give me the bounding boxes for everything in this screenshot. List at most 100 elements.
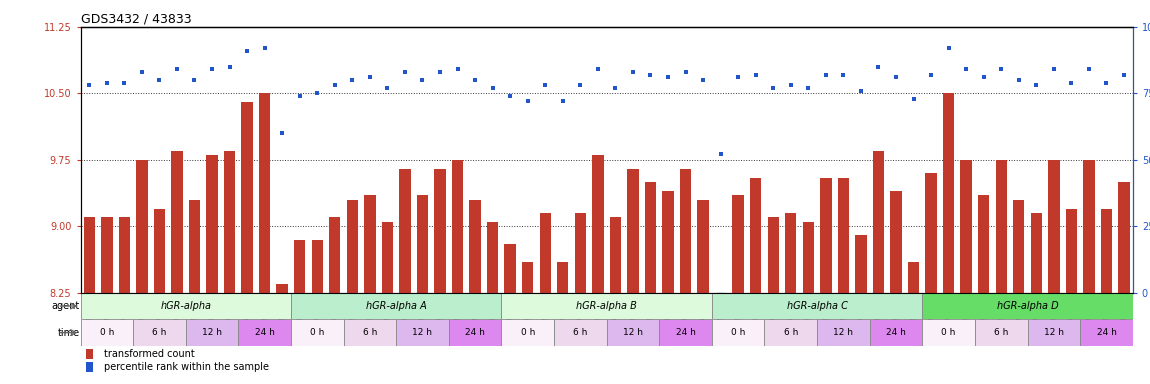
Point bbox=[98, 79, 116, 86]
Point bbox=[1044, 66, 1063, 73]
Text: transformed count: transformed count bbox=[104, 349, 194, 359]
Bar bbox=[820, 177, 831, 293]
Bar bbox=[242, 102, 253, 293]
Bar bbox=[1101, 209, 1112, 293]
Point bbox=[413, 77, 431, 83]
Text: GDS3432 / 43833: GDS3432 / 43833 bbox=[81, 13, 191, 26]
Point bbox=[81, 82, 99, 88]
Text: 6 h: 6 h bbox=[362, 328, 377, 337]
Bar bbox=[890, 191, 902, 293]
Bar bbox=[259, 93, 270, 293]
Bar bbox=[501, 293, 712, 319]
Text: 0 h: 0 h bbox=[521, 328, 535, 337]
Point bbox=[676, 69, 695, 75]
Text: agent: agent bbox=[52, 301, 79, 311]
Point bbox=[185, 77, 204, 83]
Point bbox=[343, 77, 361, 83]
Text: 24 h: 24 h bbox=[1096, 328, 1117, 337]
Bar bbox=[975, 319, 1028, 346]
Bar bbox=[554, 319, 607, 346]
Bar bbox=[238, 319, 291, 346]
Point bbox=[957, 66, 975, 73]
Bar bbox=[816, 319, 869, 346]
Bar bbox=[1080, 319, 1133, 346]
Bar bbox=[81, 319, 133, 346]
Point bbox=[1097, 79, 1116, 86]
Bar bbox=[154, 209, 166, 293]
Point bbox=[308, 90, 327, 96]
Bar bbox=[1083, 160, 1095, 293]
Point bbox=[132, 69, 151, 75]
Point bbox=[974, 74, 992, 81]
Bar bbox=[869, 319, 922, 346]
Point bbox=[221, 64, 239, 70]
Point bbox=[238, 48, 256, 54]
Point bbox=[431, 69, 450, 75]
Point bbox=[606, 85, 624, 91]
Bar bbox=[486, 222, 498, 293]
Point bbox=[501, 93, 520, 99]
Bar bbox=[133, 319, 186, 346]
Bar bbox=[680, 169, 691, 293]
Bar bbox=[750, 177, 761, 293]
Bar bbox=[469, 200, 481, 293]
Bar bbox=[960, 160, 972, 293]
Bar bbox=[785, 213, 797, 293]
Point bbox=[782, 82, 800, 88]
Point bbox=[536, 82, 554, 88]
Bar bbox=[996, 160, 1007, 293]
Point bbox=[325, 82, 344, 88]
Point bbox=[115, 79, 133, 86]
Point bbox=[746, 72, 765, 78]
Point bbox=[904, 96, 922, 102]
Text: 24 h: 24 h bbox=[886, 328, 906, 337]
Text: 24 h: 24 h bbox=[465, 328, 485, 337]
Text: 0 h: 0 h bbox=[942, 328, 956, 337]
Bar bbox=[346, 200, 358, 293]
Point bbox=[291, 93, 309, 99]
Bar bbox=[1030, 213, 1042, 293]
Text: 12 h: 12 h bbox=[202, 328, 222, 337]
Point bbox=[764, 85, 782, 91]
Bar bbox=[922, 293, 1133, 319]
Bar bbox=[294, 240, 306, 293]
Bar bbox=[607, 319, 659, 346]
Bar bbox=[101, 217, 113, 293]
Point bbox=[273, 130, 291, 136]
Point bbox=[834, 72, 852, 78]
Point bbox=[572, 82, 590, 88]
Bar bbox=[84, 217, 95, 293]
Bar bbox=[435, 169, 446, 293]
Point bbox=[887, 74, 905, 81]
Point bbox=[553, 98, 572, 104]
Bar bbox=[118, 217, 130, 293]
Point bbox=[448, 66, 467, 73]
Bar bbox=[501, 319, 554, 346]
Bar bbox=[382, 222, 393, 293]
Bar bbox=[767, 217, 779, 293]
Point bbox=[940, 45, 958, 51]
Bar bbox=[276, 284, 288, 293]
Point bbox=[519, 98, 537, 104]
Point bbox=[642, 72, 660, 78]
Point bbox=[659, 74, 677, 81]
Bar bbox=[712, 319, 765, 346]
Bar bbox=[922, 319, 975, 346]
Bar bbox=[907, 262, 919, 293]
Bar bbox=[645, 182, 657, 293]
Bar bbox=[86, 349, 93, 359]
Text: 12 h: 12 h bbox=[1044, 328, 1064, 337]
Point bbox=[816, 72, 835, 78]
Point bbox=[799, 85, 818, 91]
Text: 0 h: 0 h bbox=[310, 328, 324, 337]
Text: 0 h: 0 h bbox=[731, 328, 745, 337]
Point bbox=[1027, 82, 1045, 88]
Point bbox=[466, 77, 484, 83]
Text: 0 h: 0 h bbox=[100, 328, 114, 337]
Text: 12 h: 12 h bbox=[413, 328, 432, 337]
Text: percentile rank within the sample: percentile rank within the sample bbox=[104, 362, 269, 372]
Bar bbox=[416, 195, 428, 293]
Point bbox=[1010, 77, 1028, 83]
Point bbox=[396, 69, 414, 75]
Text: 6 h: 6 h bbox=[783, 328, 798, 337]
